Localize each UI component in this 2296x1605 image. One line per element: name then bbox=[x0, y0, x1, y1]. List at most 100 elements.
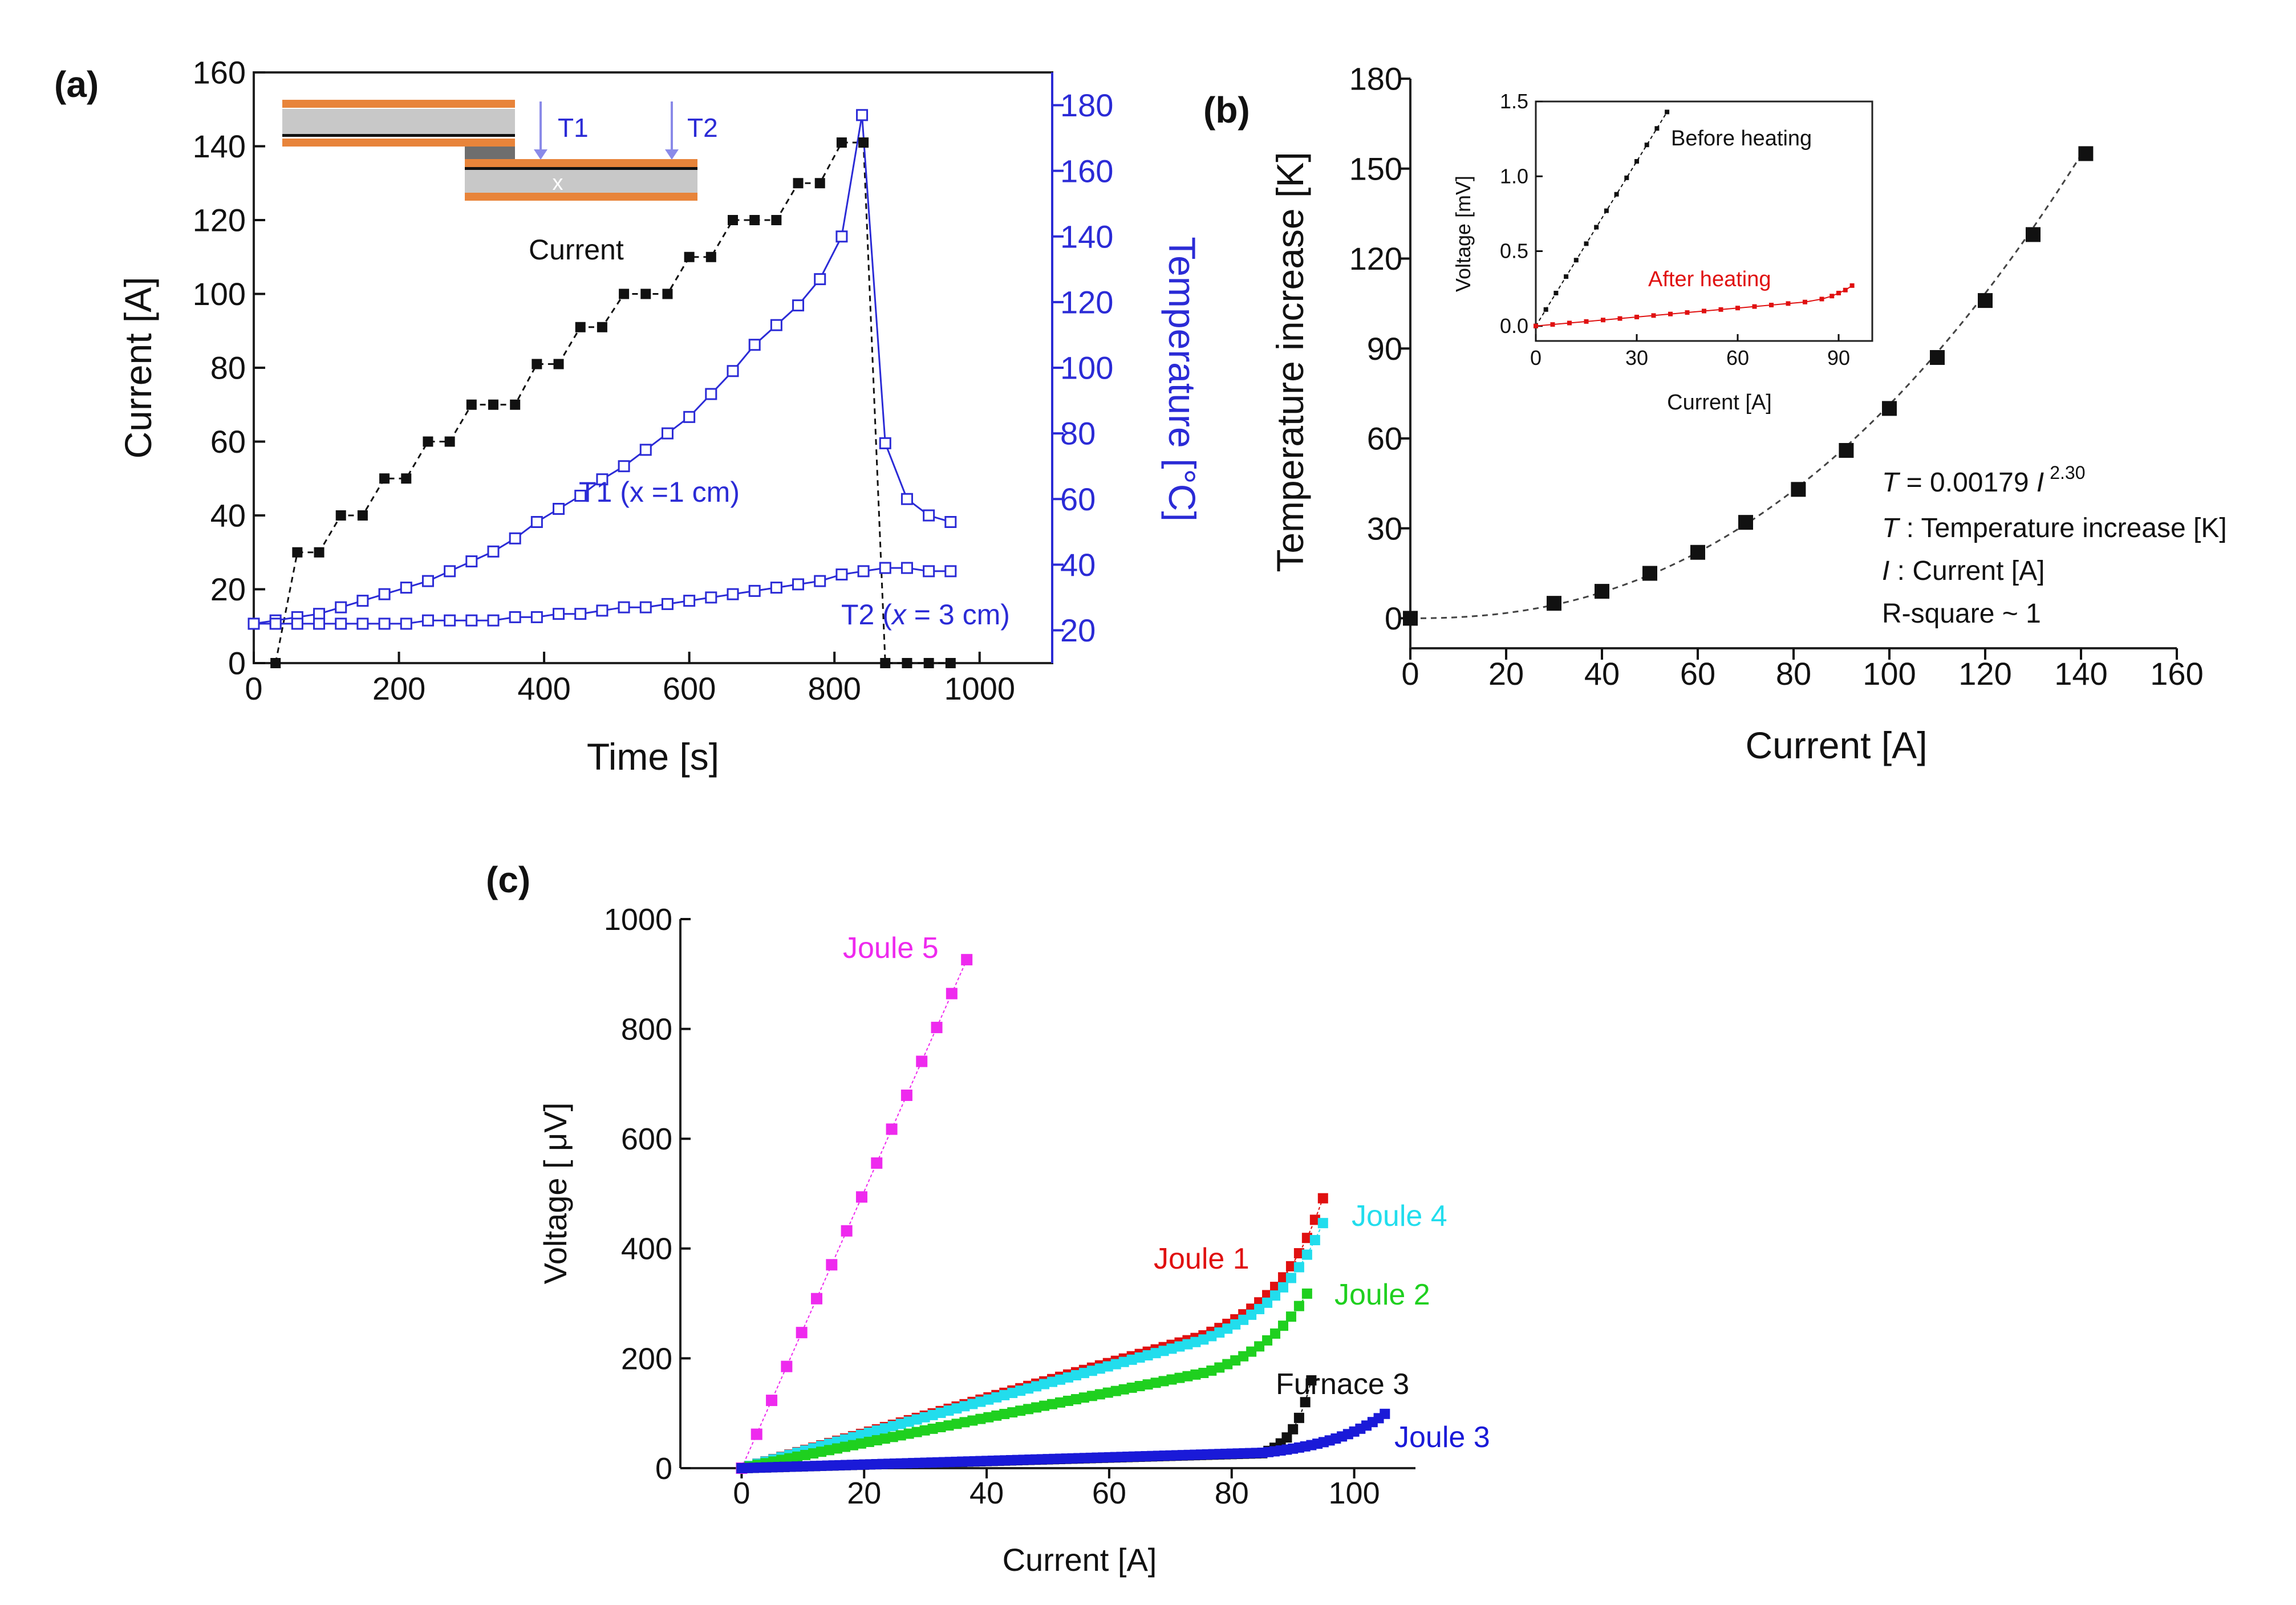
panel-a-temp-point bbox=[400, 582, 412, 594]
panel-b-inset-point bbox=[1601, 318, 1605, 323]
panel-a-current-point bbox=[575, 322, 586, 332]
panel-c-line-1 bbox=[741, 1198, 1324, 1469]
panel-a-temp-point bbox=[291, 617, 303, 630]
panel-b-inset-point bbox=[1803, 299, 1807, 304]
panel-b-point bbox=[1547, 596, 1561, 611]
panel-c-point bbox=[959, 1417, 970, 1428]
panel-a-temp-point bbox=[835, 568, 848, 581]
panel-c-point bbox=[975, 1413, 986, 1424]
panel-a-current-point bbox=[335, 510, 346, 521]
panel-c-point bbox=[1206, 1331, 1217, 1342]
panel-c-point bbox=[1285, 1311, 1296, 1322]
panel-c-point bbox=[1230, 1355, 1241, 1366]
panel-c-point bbox=[1262, 1297, 1273, 1308]
panel-a-y-axis-right-label: Temperature [°C] bbox=[1161, 237, 1203, 522]
panel-a-current-point bbox=[314, 547, 324, 558]
panel-b-inset-point bbox=[1843, 287, 1848, 292]
panel-b-inset-y-tick-label: 1.5 bbox=[1500, 90, 1528, 113]
panel-c-point bbox=[903, 1416, 914, 1427]
panel-a-label: (a) bbox=[54, 64, 99, 105]
panel-b-inset-point bbox=[1735, 306, 1740, 311]
panel-c-point bbox=[1317, 1218, 1328, 1229]
panel-c-point bbox=[903, 1428, 914, 1439]
panel-c-point bbox=[871, 1157, 883, 1169]
panel-c-point bbox=[1054, 1374, 1065, 1385]
panel-a-temp-point bbox=[421, 575, 434, 587]
panel-c-point bbox=[1246, 1309, 1257, 1320]
panel-b-inset-point bbox=[1654, 126, 1660, 131]
panel-a-temp-point bbox=[509, 611, 521, 623]
panel-c-point bbox=[1174, 1372, 1185, 1383]
panel-c-point bbox=[1007, 1407, 1018, 1418]
panel-a-current-point bbox=[836, 137, 847, 148]
panel-c-point bbox=[1158, 1376, 1169, 1387]
panel-a-current-point bbox=[401, 473, 412, 484]
panel-c-point bbox=[1214, 1362, 1225, 1373]
panel-a-temp-point bbox=[923, 565, 935, 578]
panel-a-current-line bbox=[274, 141, 951, 664]
panel-a-current-point bbox=[793, 178, 804, 189]
panel-b-inset-point bbox=[1567, 320, 1572, 326]
panel-c-point bbox=[1015, 1385, 1026, 1396]
panel-a-temp-point bbox=[770, 582, 782, 594]
panel-b-point bbox=[1930, 350, 1945, 365]
panel-a-temp-point bbox=[661, 598, 674, 610]
panel-b-inset-point bbox=[1685, 310, 1690, 315]
panel-a-sample-diagram: x T1 T2 bbox=[282, 100, 718, 201]
panel-c-point bbox=[991, 1392, 1002, 1403]
panel-b-inset-y-tick-label: 0.0 bbox=[1500, 314, 1528, 338]
panel-c-point bbox=[1118, 1356, 1129, 1367]
panel-a-temp-point bbox=[900, 562, 913, 574]
panel-b-inset-point bbox=[1836, 291, 1841, 295]
panel-c-point bbox=[1150, 1378, 1161, 1388]
panel-b-inset-line-0 bbox=[1535, 111, 1668, 327]
panel-c-point bbox=[900, 1089, 912, 1101]
panel-c-point bbox=[1246, 1346, 1257, 1357]
panel-c-point bbox=[927, 1409, 938, 1420]
panel-b-point bbox=[1978, 293, 1993, 308]
panel-c-point bbox=[967, 1415, 978, 1426]
panel-b-y-tick-label: 60 bbox=[1367, 421, 1402, 457]
panel-b-x-tick-label: 120 bbox=[1958, 656, 2011, 692]
label-joule-2: Joule 2 bbox=[1334, 1278, 1430, 1311]
panel-b-point bbox=[1690, 545, 1705, 560]
panel-b-y-tick-label: 180 bbox=[1349, 61, 1402, 97]
panel-a-temp-point bbox=[313, 617, 326, 630]
panel-c-point bbox=[919, 1412, 930, 1423]
panel-c-x-tick-label: 80 bbox=[1215, 1476, 1249, 1510]
panel-c-point bbox=[1118, 1384, 1129, 1395]
panel-c-point bbox=[800, 1449, 811, 1460]
panel-a-temp-point bbox=[596, 473, 609, 486]
panel-c-y-tick-label: 400 bbox=[621, 1232, 672, 1266]
panel-b-inset-point bbox=[1752, 304, 1757, 309]
panel-b-x-tick-label: 140 bbox=[2054, 656, 2107, 692]
panel-a-temp-point bbox=[356, 595, 369, 607]
panel-c-point bbox=[1158, 1346, 1169, 1356]
panel-a-x-tick-label: 800 bbox=[808, 671, 861, 706]
panel-c-point bbox=[1293, 1412, 1304, 1423]
panel-c-point bbox=[1031, 1402, 1042, 1413]
panel-c-point bbox=[1301, 1288, 1312, 1299]
panel-a-temp-point bbox=[944, 516, 957, 529]
panel-a-temp-point bbox=[727, 588, 739, 600]
panel-a-temp-point bbox=[509, 532, 521, 545]
panel-b-point bbox=[1882, 401, 1897, 416]
panel-c-point bbox=[1230, 1319, 1241, 1330]
panel-a-temp-point bbox=[530, 611, 543, 623]
panel-b-inset-y-tick-label: 1.0 bbox=[1500, 164, 1528, 188]
panel-c-point bbox=[1182, 1371, 1193, 1381]
panel-b-y-tick-label: 90 bbox=[1367, 331, 1402, 367]
panel-c-point bbox=[1102, 1361, 1113, 1372]
probe-t1-arrowhead bbox=[534, 149, 547, 160]
panel-c-point bbox=[1293, 1301, 1304, 1311]
panel-a-y-right-tick-label: 160 bbox=[1060, 153, 1113, 189]
panel-b-inset-point bbox=[1718, 307, 1723, 312]
panel-b-inset-point bbox=[1543, 307, 1548, 312]
panel-c-point bbox=[1198, 1334, 1209, 1345]
panel-a-current-point bbox=[423, 436, 433, 447]
panel-a-temp-point bbox=[661, 427, 674, 440]
panel-c-point bbox=[855, 1191, 867, 1203]
panel-a-t2-annotation: T2 (x = 3 cm) bbox=[841, 599, 1010, 631]
panel-a-current-point bbox=[684, 251, 695, 262]
